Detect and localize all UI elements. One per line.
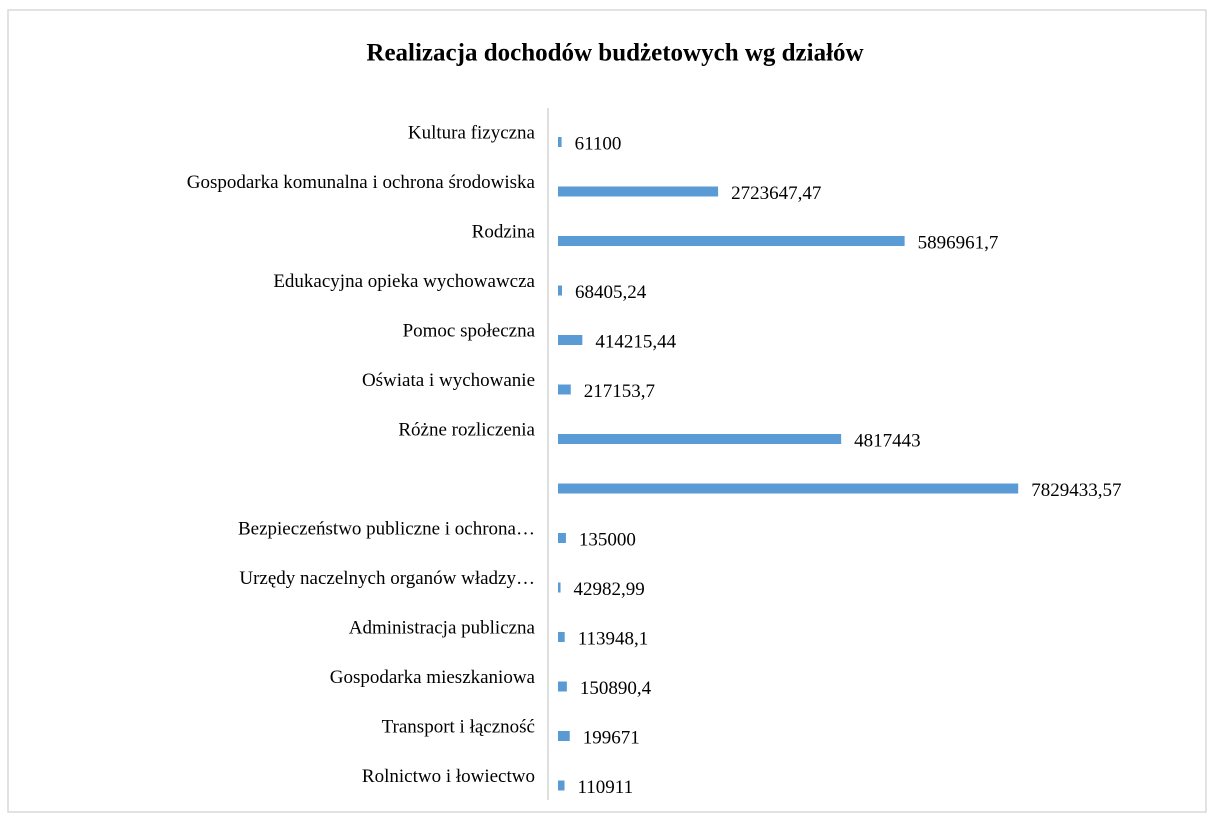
data-label: 199671 [583,727,640,748]
bar [558,186,719,197]
bar [558,236,905,246]
bar [558,731,570,741]
data-label: 2723647,47 [731,183,821,204]
data-label: 7829433,57 [1031,480,1121,501]
bar [558,285,563,296]
bar [558,384,571,395]
data-label: 68405,24 [575,282,647,303]
data-label: 113948,1 [578,628,649,649]
bar [558,632,565,642]
data-label: 110911 [578,777,634,798]
data-label: 4817443 [854,430,921,451]
category-label: Urzędy naczelnych organów władzy… [239,568,535,589]
chart-frame [7,9,1207,813]
category-label: Gospodarka mieszkaniowa [330,667,536,688]
category-label: Kultura fizyczna [408,122,536,143]
bar [558,137,562,147]
data-label: 414215,44 [595,331,676,352]
data-label: 217153,7 [584,381,655,402]
category-label: Bezpieczeństwo publiczne i ochrona… [238,518,535,539]
data-label: 135000 [579,529,636,550]
bar [558,335,583,345]
bar [558,780,565,791]
data-label: 61100 [575,133,622,154]
bar [558,681,567,692]
category-label: Rodzina [472,221,536,242]
category-label: Różne rozliczenia [398,419,535,440]
data-label: 5896961,7 [918,232,999,253]
data-label: 150890,4 [580,678,652,699]
bar [558,533,566,543]
bar [558,582,561,593]
category-label: Oświata i wychowanie [362,370,535,391]
category-label: Edukacyjna opieka wychowawcza [273,271,535,292]
chart-title: Realizacja dochodów budżetowych wg dział… [366,40,863,67]
category-label: Transport i łączność [382,716,535,737]
category-label: Pomoc społeczna [403,320,536,341]
category-label: Gospodarka komunalna i ochrona środowisk… [187,172,536,193]
category-label: Administracja publiczna [349,617,536,638]
data-label: 42982,99 [574,579,645,600]
bar [558,434,842,444]
bar [558,483,1019,494]
category-label: Rolnictwo i łowiectwo [362,766,535,787]
